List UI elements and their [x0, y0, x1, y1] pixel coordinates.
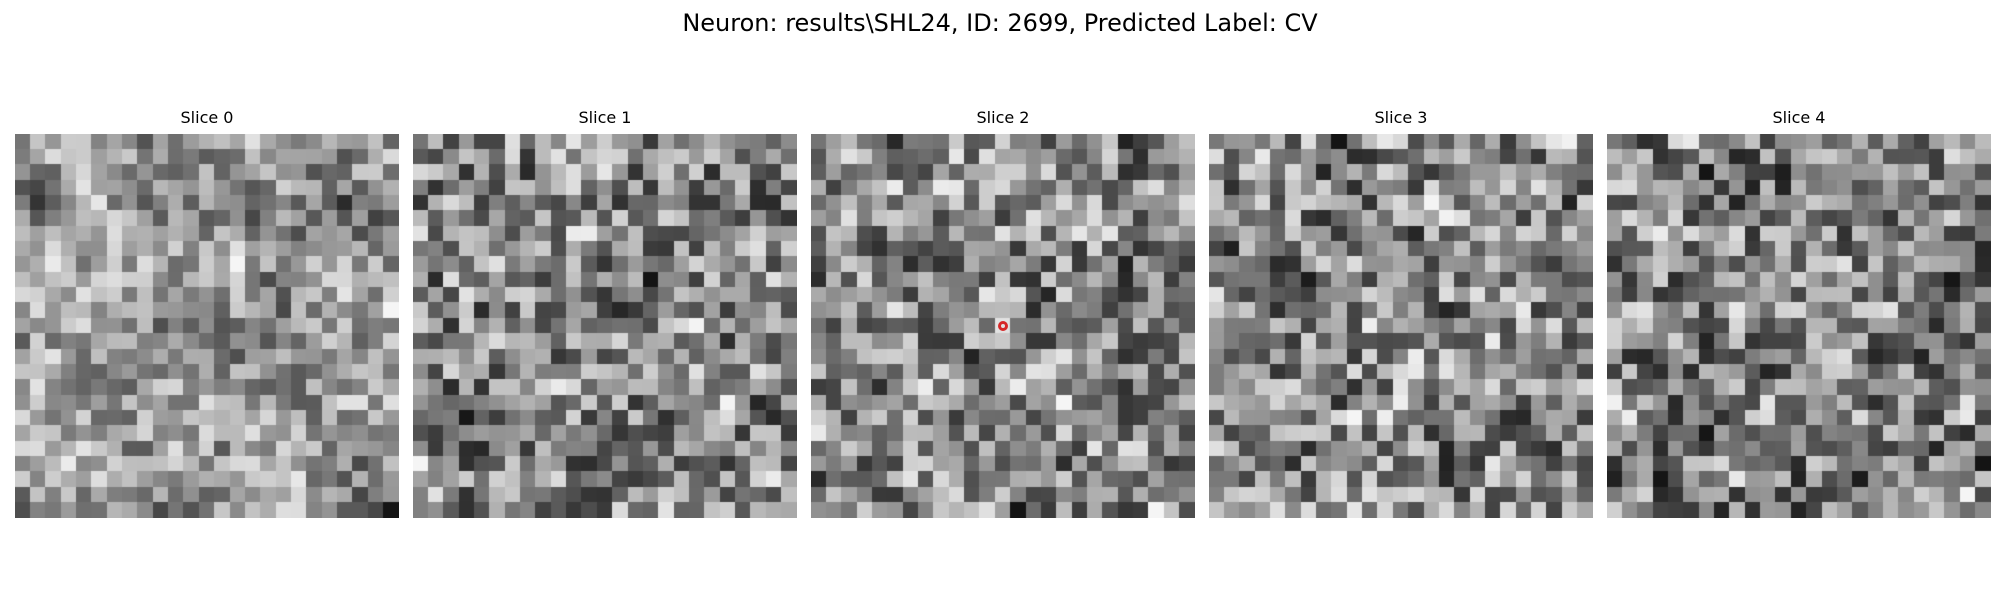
neuron-marker [998, 321, 1008, 331]
slice-title: Slice 2 [976, 108, 1030, 127]
slice-panel-1: Slice 1 [413, 108, 797, 522]
slice-image [1607, 134, 1991, 518]
slice-panel-3: Slice 3 [1209, 108, 1593, 522]
slice-image [15, 134, 399, 518]
slice-title: Slice 3 [1374, 108, 1428, 127]
slice-panel-4: Slice 4 [1607, 108, 1991, 522]
slice-panel-0: Slice 0 [15, 108, 399, 522]
slice-title: Slice 4 [1772, 108, 1826, 127]
slice-title: Slice 0 [180, 108, 234, 127]
slice-panel-2: Slice 2 [811, 108, 1195, 522]
slice-image [1209, 134, 1593, 518]
slice-title: Slice 1 [578, 108, 632, 127]
figure-title: Neuron: results\SHL24, ID: 2699, Predict… [682, 9, 1318, 37]
slice-image [413, 134, 797, 518]
